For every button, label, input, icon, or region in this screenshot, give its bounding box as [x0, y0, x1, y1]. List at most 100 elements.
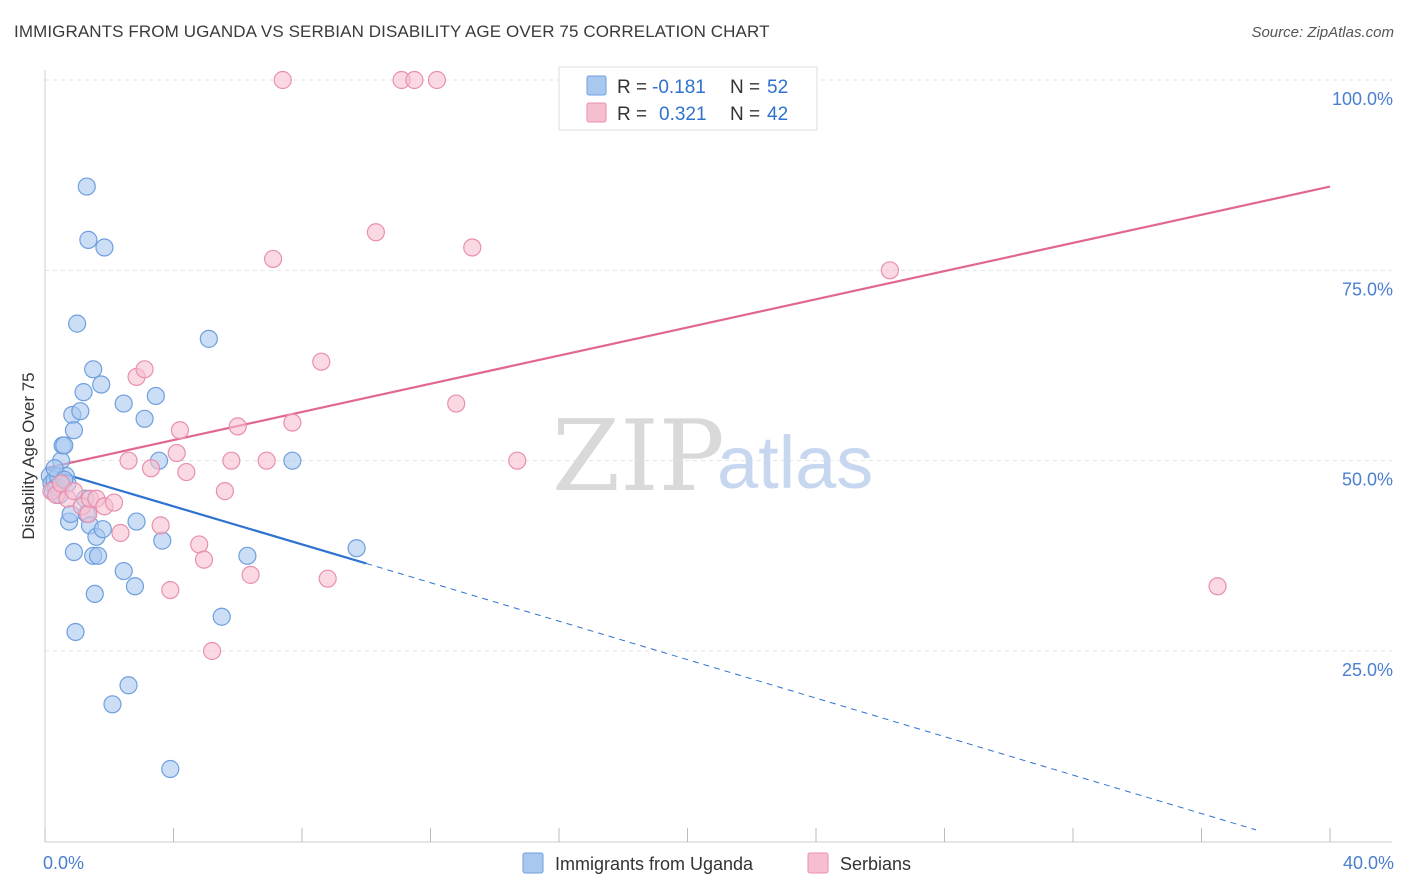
data-point-serbians	[177, 462, 196, 482]
data-point-uganda	[88, 546, 108, 565]
series-uganda-points	[40, 177, 366, 779]
data-point-serbians	[215, 482, 234, 501]
data-point-uganda	[77, 177, 96, 196]
y-axis-label: Disability Age Over 75	[19, 372, 38, 539]
data-point-serbians	[194, 550, 214, 569]
legend-r-value-pink: 0.321	[659, 104, 707, 125]
trend-lines	[44, 185, 1331, 831]
data-point-uganda	[64, 421, 84, 440]
data-point-serbians	[405, 70, 424, 90]
data-point-uganda	[153, 531, 172, 550]
data-point-serbians	[64, 482, 84, 501]
legend-n-label-blue: N =	[730, 77, 760, 98]
data-point-serbians	[111, 523, 130, 543]
y-tick-label: 50.0%	[1342, 470, 1393, 490]
data-point-uganda	[66, 622, 85, 642]
data-point-uganda	[95, 238, 114, 257]
data-point-uganda	[55, 436, 74, 455]
data-point-serbians	[241, 565, 260, 584]
data-point-serbians	[283, 413, 302, 432]
data-point-uganda	[93, 520, 112, 539]
data-point-uganda	[238, 546, 257, 565]
data-point-uganda	[212, 607, 231, 626]
data-point-uganda	[283, 451, 302, 470]
data-point-uganda	[125, 577, 145, 596]
data-point-serbians	[104, 493, 124, 512]
data-point-uganda	[103, 695, 122, 714]
series-legend-label-serbians: Serbians	[840, 854, 911, 874]
chart-title: IMMIGRANTS FROM UGANDA VS SERBIAN DISABI…	[14, 22, 770, 41]
trend-line-uganda-extension	[366, 562, 1257, 831]
data-point-uganda	[199, 329, 218, 348]
data-point-serbians	[447, 394, 466, 413]
correlation-legend: R = -0.181 N = 52 R = 0.321 N = 42	[558, 66, 818, 131]
legend-n-value-pink: 42	[767, 104, 788, 125]
data-point-serbians	[170, 421, 190, 440]
data-point-serbians	[318, 569, 337, 588]
data-point-serbians	[202, 641, 222, 661]
watermark-atlas: atlas	[717, 421, 873, 504]
trend-line-serbians	[44, 185, 1331, 470]
data-point-uganda	[68, 314, 87, 333]
data-point-uganda	[114, 561, 133, 581]
data-point-serbians	[141, 459, 161, 478]
y-tick-label: 75.0%	[1342, 279, 1393, 299]
data-point-serbians	[366, 223, 385, 242]
data-point-serbians	[508, 451, 527, 470]
series-legend-swatch-serbians	[807, 852, 829, 874]
data-point-serbians	[257, 451, 276, 470]
data-point-uganda	[79, 230, 98, 249]
data-point-serbians	[312, 352, 331, 371]
series-legend-label-uganda: Immigrants from Uganda	[555, 854, 754, 874]
y-tick-label: 100.0%	[1332, 89, 1393, 109]
trend-line-uganda	[44, 467, 367, 565]
data-point-serbians	[135, 360, 154, 379]
data-point-serbians	[79, 504, 98, 524]
data-point-serbians	[119, 451, 138, 470]
data-point-uganda	[84, 360, 103, 379]
legend-r-value-blue: -0.181	[652, 77, 706, 98]
watermark-zip: ZIP	[552, 400, 725, 514]
data-point-serbians	[222, 451, 241, 470]
data-point-uganda	[114, 394, 133, 413]
data-point-uganda	[146, 386, 165, 406]
data-point-serbians	[190, 535, 209, 554]
tick-labels: 25.0% 50.0% 75.0% 100.0% 0.0% 40.0%	[43, 89, 1394, 873]
data-point-uganda	[347, 539, 366, 558]
series-legend-swatch-uganda	[522, 852, 544, 874]
axes	[44, 70, 1392, 843]
data-point-uganda	[119, 676, 138, 695]
x-tick-label: 40.0%	[1343, 853, 1394, 873]
series-serbians-points	[42, 70, 1227, 661]
data-point-serbians	[167, 443, 186, 463]
data-point-uganda	[161, 759, 180, 779]
data-point-uganda	[85, 584, 104, 604]
data-point-uganda	[71, 402, 90, 421]
data-point-serbians	[151, 516, 170, 535]
data-point-serbians	[1208, 577, 1227, 596]
legend-r-label-pink: R =	[617, 104, 647, 125]
data-point-serbians	[228, 417, 247, 436]
gridlines	[45, 79, 1392, 652]
legend-swatch-blue	[586, 75, 607, 96]
legend-swatch-pink	[586, 102, 607, 123]
data-point-serbians	[161, 580, 180, 600]
data-point-uganda	[92, 375, 111, 394]
x-tick-label: 0.0%	[43, 853, 84, 873]
data-point-serbians	[463, 238, 482, 257]
series-legend: Immigrants from Uganda Serbians	[522, 852, 911, 874]
y-tick-label: 25.0%	[1342, 660, 1393, 680]
data-point-uganda	[127, 512, 146, 531]
data-point-serbians	[427, 70, 447, 90]
legend-n-value-blue: 52	[767, 77, 788, 98]
legend-n-label-pink: N =	[730, 104, 760, 125]
data-point-serbians	[273, 70, 292, 90]
data-point-serbians	[880, 261, 899, 280]
data-point-uganda	[74, 383, 93, 402]
data-point-serbians	[263, 249, 283, 269]
legend-r-label-blue: R =	[617, 77, 647, 98]
data-point-uganda	[135, 409, 154, 428]
data-point-uganda	[64, 542, 84, 562]
watermark: ZIP atlas	[552, 400, 873, 514]
